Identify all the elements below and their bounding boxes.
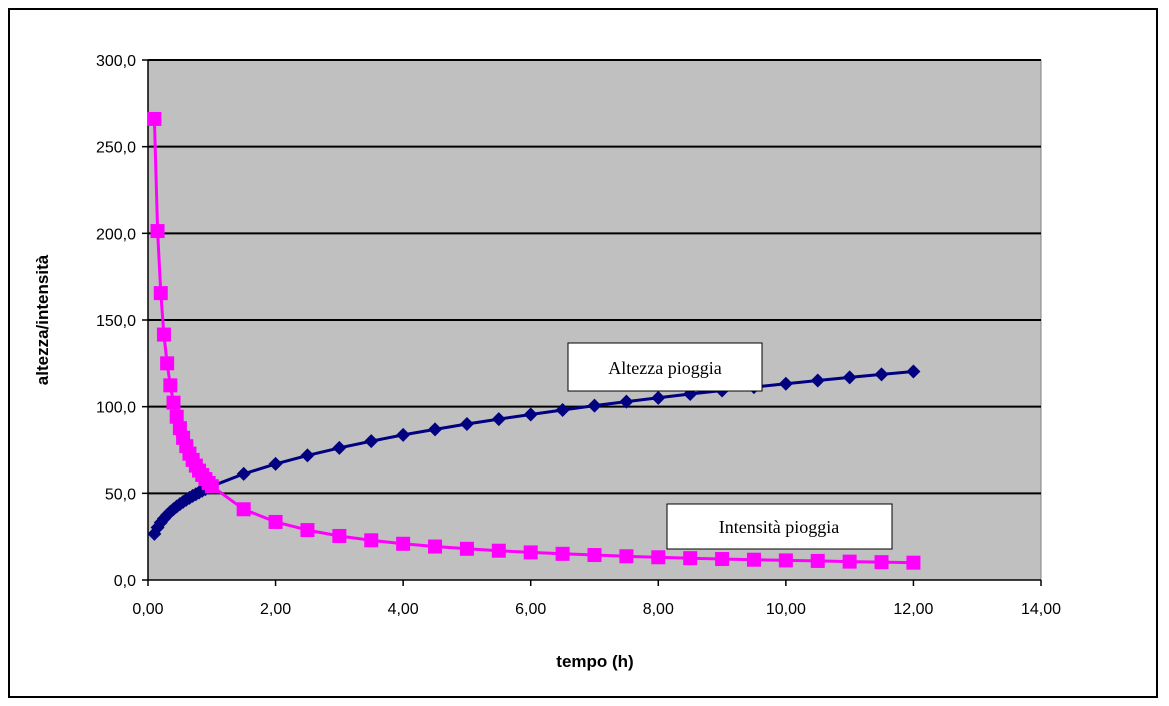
line-chart: 0,0 50,0 100,0 150,0 200,0 250,0 300,0 0,00 2,00… [33,53,1061,671]
data-point-square [683,551,698,566]
data-point-square [874,555,889,570]
data-point-square [491,543,506,558]
data-point-square [778,553,793,568]
data-point-square [396,536,411,551]
annotation-intensita-pioggia: Intensità pioggia [719,517,839,537]
x-tick-label: 4,00 [388,601,419,618]
y-tick-label: 0,0 [114,573,136,590]
y-tick-label: 300,0 [96,53,136,70]
data-point-square [842,554,857,569]
data-point-diamond [332,440,347,455]
x-tick-label: 12,00 [893,601,933,618]
data-point-square [746,552,761,567]
y-tick-label: 200,0 [96,226,136,243]
data-point-square [147,111,162,126]
data-point-square [332,528,347,543]
data-point-square [268,514,283,529]
data-point-diamond [459,417,474,431]
y-axis-title: altezza/intensità [33,254,52,385]
data-point-square [459,541,474,556]
y-tick-label: 150,0 [96,313,136,330]
x-tick-label: 14,00 [1021,601,1061,618]
data-point-square [150,224,165,239]
data-point-square [153,286,168,301]
axes: 0,0 50,0 100,0 150,0 200,0 250,0 300,0 0,00 2,00… [96,53,1061,618]
data-point-diamond [364,434,379,449]
data-point-diamond [491,412,506,427]
data-point-square [651,550,666,565]
annotations: Altezza pioggia Intensità pioggia [567,342,893,550]
data-point-square [523,545,538,560]
y-tick-label: 50,0 [105,486,136,503]
data-point-diamond [778,376,793,391]
data-point-square [160,356,175,371]
y-tick-label: 250,0 [96,140,136,157]
data-point-diamond [906,364,921,379]
data-point-square [619,549,634,564]
data-point-square [166,395,181,410]
data-point-square [587,548,602,563]
x-tick-label: 10,00 [766,601,806,618]
data-point-diamond [428,422,443,437]
data-point-diamond [523,407,538,422]
data-point-diamond [150,520,165,535]
data-point-diamond [587,398,602,413]
y-tick-label: 100,0 [96,400,136,417]
data-point-square [555,546,570,561]
data-point-diamond [236,466,251,481]
data-point-diamond [842,370,857,385]
annotation-altezza-pioggia: Altezza pioggia [608,358,721,378]
data-point-diamond [396,427,411,442]
gridlines [148,59,1041,495]
data-point-square [428,539,443,554]
data-point-diamond [268,456,283,471]
annotation-box-intensita [666,503,893,550]
data-point-square [169,409,184,424]
data-point-diamond [651,390,666,405]
x-tick-label: 0,00 [132,601,163,618]
x-tick-label: 6,00 [515,601,546,618]
data-point-square [715,552,730,567]
data-point-diamond [555,402,570,417]
data-point-diamond [874,367,889,382]
x-tick-label: 2,00 [260,601,291,618]
data-point-square [364,533,379,548]
annotation-box-altezza [567,342,763,392]
data-point-square [300,523,315,538]
data-point-diamond [300,448,315,463]
data-point-square [204,479,219,494]
marker-layer [147,111,921,570]
data-point-square [810,553,825,568]
chart-frame: 0,0 50,0 100,0 150,0 200,0 250,0 300,0 0,00 2,00… [8,8,1158,698]
data-point-square [906,555,921,570]
data-point-square [163,378,178,393]
data-point-square [236,502,251,517]
data-point-square [156,327,171,342]
data-point-diamond [619,394,634,409]
x-tick-label: 8,00 [643,601,674,618]
x-axis-title: tempo (h) [556,652,633,671]
data-point-diamond [810,373,825,388]
